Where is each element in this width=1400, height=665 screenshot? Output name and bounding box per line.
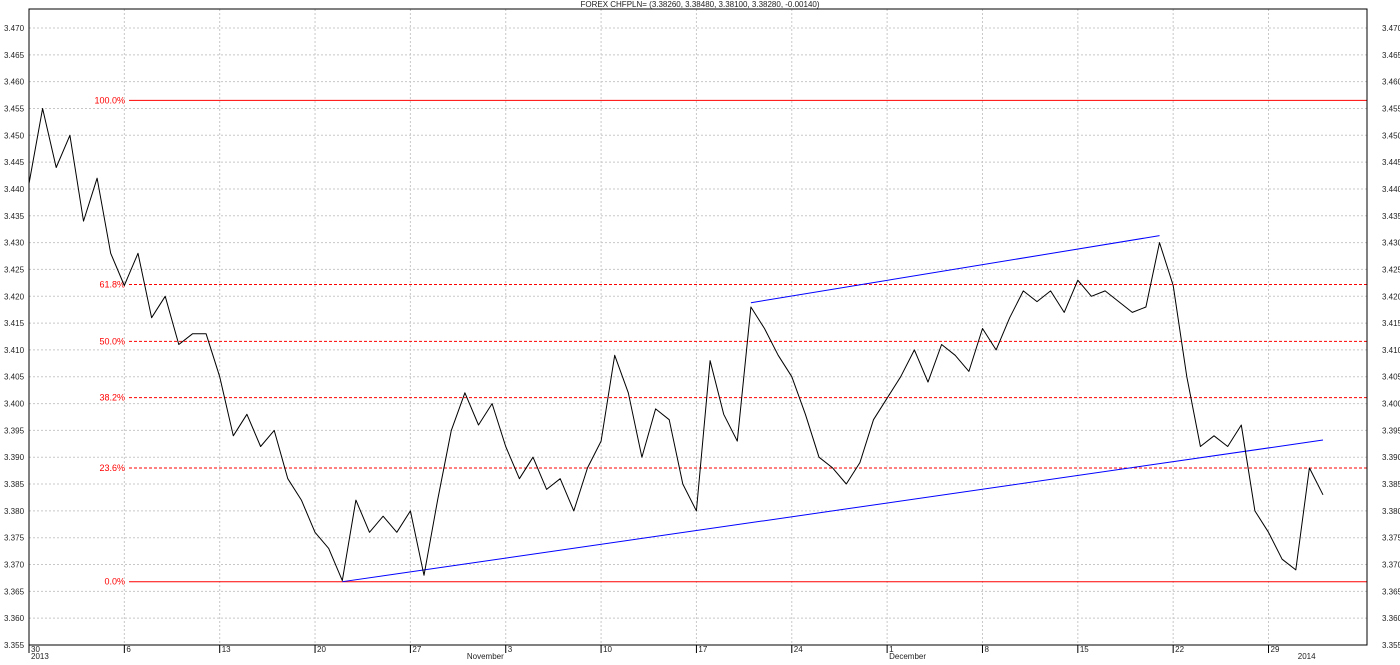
price-series-line bbox=[28, 108, 1324, 582]
y-tick-label-left: 3.380 bbox=[4, 507, 25, 516]
x-tick-label: 30 bbox=[31, 645, 40, 654]
x-tick-label: 22 bbox=[1175, 645, 1184, 654]
y-tick-label-right: 3.460 bbox=[1382, 78, 1400, 87]
y-tick-label-right: 3.365 bbox=[1382, 587, 1400, 596]
x-tick-label: 8 bbox=[984, 645, 989, 654]
fib-level-label: 50.0% bbox=[99, 336, 125, 346]
y-tick-label-left: 3.470 bbox=[4, 24, 25, 33]
y-tick-label-left: 3.405 bbox=[4, 373, 25, 382]
trendlines bbox=[342, 235, 1324, 583]
y-tick-label-right: 3.435 bbox=[1382, 212, 1400, 221]
x-tick-label: 29 bbox=[1271, 645, 1280, 654]
y-tick-label-right: 3.370 bbox=[1382, 561, 1400, 570]
y-tick-label-right: 3.375 bbox=[1382, 534, 1400, 543]
y-tick-label-left: 3.390 bbox=[4, 453, 25, 462]
y-tick-label-right: 3.395 bbox=[1382, 426, 1400, 435]
y-tick-label-right: 3.415 bbox=[1382, 319, 1400, 328]
x-group-label: 2014 bbox=[1298, 652, 1316, 660]
y-tick-label-left: 3.375 bbox=[4, 534, 25, 543]
price-series bbox=[28, 108, 1324, 582]
y-tick-label-left: 3.365 bbox=[4, 587, 25, 596]
x-tick-label: 20 bbox=[317, 645, 326, 654]
y-tick-label-left: 3.370 bbox=[4, 561, 25, 570]
x-group-label: November bbox=[467, 652, 504, 660]
y-tick-label-right: 3.410 bbox=[1382, 346, 1400, 355]
x-tick-label: 27 bbox=[412, 645, 421, 654]
y-tick-label-right: 3.390 bbox=[1382, 453, 1400, 462]
x-group-label: 2013 bbox=[31, 652, 49, 660]
y-tick-label-right: 3.465 bbox=[1382, 51, 1400, 60]
y-tick-label-right: 3.420 bbox=[1382, 292, 1400, 301]
x-tick-label: 17 bbox=[698, 645, 707, 654]
y-tick-label-right: 3.425 bbox=[1382, 265, 1400, 274]
y-tick-label-right: 3.405 bbox=[1382, 373, 1400, 382]
y-tick-label-right: 3.445 bbox=[1382, 158, 1400, 167]
plot-frame bbox=[28, 8, 1368, 646]
fib-level-label: 23.6% bbox=[99, 463, 125, 473]
y-tick-label-left: 3.360 bbox=[4, 614, 25, 623]
y-tick-label-right: 3.430 bbox=[1382, 239, 1400, 248]
fib-level-label: 100.0% bbox=[94, 95, 125, 105]
x-group-label: December bbox=[889, 652, 926, 660]
trendline bbox=[750, 235, 1160, 304]
y-tick-label-right: 3.360 bbox=[1382, 614, 1400, 623]
y-tick-label-left: 3.395 bbox=[4, 426, 25, 435]
y-tick-label-left: 3.425 bbox=[4, 265, 25, 274]
y-tick-label-left: 3.400 bbox=[4, 400, 25, 409]
y-tick-label-left: 3.450 bbox=[4, 131, 25, 140]
y-tick-label-right: 3.440 bbox=[1382, 185, 1400, 194]
fib-level-label: 61.8% bbox=[99, 279, 125, 289]
y-tick-label-left: 3.430 bbox=[4, 239, 25, 248]
y-tick-label-right: 3.385 bbox=[1382, 480, 1400, 489]
y-tick-label-right: 3.470 bbox=[1382, 24, 1400, 33]
grid bbox=[28, 9, 1367, 646]
y-tick-label-left: 3.445 bbox=[4, 158, 25, 167]
fibonacci-levels: 100.0% 61.8% 50.0% 38.2% 23.6% 0.0% bbox=[94, 95, 1367, 587]
y-tick-label-right: 3.380 bbox=[1382, 507, 1400, 516]
y-tick-label-left: 3.410 bbox=[4, 346, 25, 355]
y-tick-label-left: 3.465 bbox=[4, 51, 25, 60]
x-tick-label: 10 bbox=[603, 645, 612, 654]
x-tick-label: 13 bbox=[222, 645, 231, 654]
trendline bbox=[342, 439, 1324, 583]
x-tick-label: 15 bbox=[1080, 645, 1089, 654]
y-tick-label-left: 3.435 bbox=[4, 212, 25, 221]
y-tick-label-left: 3.420 bbox=[4, 292, 25, 301]
x-tick-label: 24 bbox=[794, 645, 803, 654]
y-tick-label-left: 3.385 bbox=[4, 480, 25, 489]
y-tick-label-left: 3.460 bbox=[4, 78, 25, 87]
x-tick-label: 1 bbox=[889, 645, 894, 654]
y-tick-label-left: 3.455 bbox=[4, 104, 25, 113]
x-tick-label: 6 bbox=[126, 645, 131, 654]
chart-title: FOREX CHFPLN= (3.38260, 3.38480, 3.38100… bbox=[580, 0, 819, 9]
x-tick-label: 3 bbox=[508, 645, 513, 654]
y-tick-label-left: 3.355 bbox=[4, 641, 25, 650]
y-tick-label-right: 3.400 bbox=[1382, 400, 1400, 409]
y-tick-label-right: 3.450 bbox=[1382, 131, 1400, 140]
y-tick-label-right: 3.355 bbox=[1382, 641, 1400, 650]
y-tick-label-right: 3.455 bbox=[1382, 104, 1400, 113]
axes: 3.355 3.355 3.360 3.360 3.365 3.365 3.370 3.370… bbox=[4, 8, 1400, 661]
fib-level-label: 38.2% bbox=[99, 393, 125, 403]
y-tick-label-left: 3.415 bbox=[4, 319, 25, 328]
fib-level-label: 0.0% bbox=[104, 577, 125, 587]
y-tick-label-left: 3.440 bbox=[4, 185, 25, 194]
